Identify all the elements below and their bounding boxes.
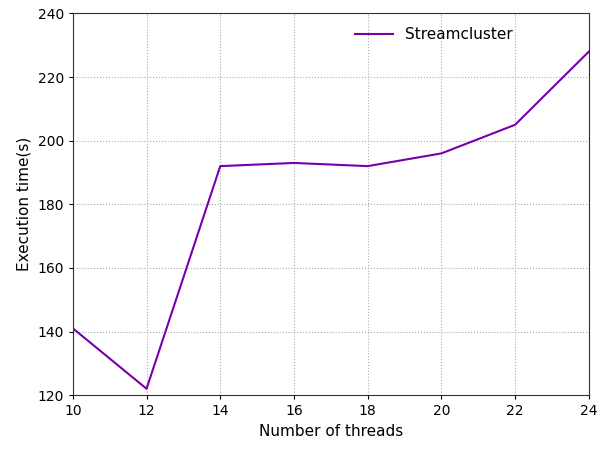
Legend: Streamcluster: Streamcluster (349, 21, 519, 48)
Streamcluster (512, 122, 519, 128)
Streamcluster (585, 49, 592, 54)
Streamcluster (69, 326, 76, 331)
Line: Streamcluster: Streamcluster (73, 52, 589, 389)
Y-axis label: Execution time(s): Execution time(s) (17, 137, 32, 271)
Streamcluster (438, 151, 445, 156)
Streamcluster (143, 386, 150, 392)
Streamcluster (364, 163, 371, 169)
X-axis label: Number of threads: Number of threads (259, 424, 403, 439)
Streamcluster (217, 163, 224, 169)
Streamcluster (290, 160, 297, 166)
